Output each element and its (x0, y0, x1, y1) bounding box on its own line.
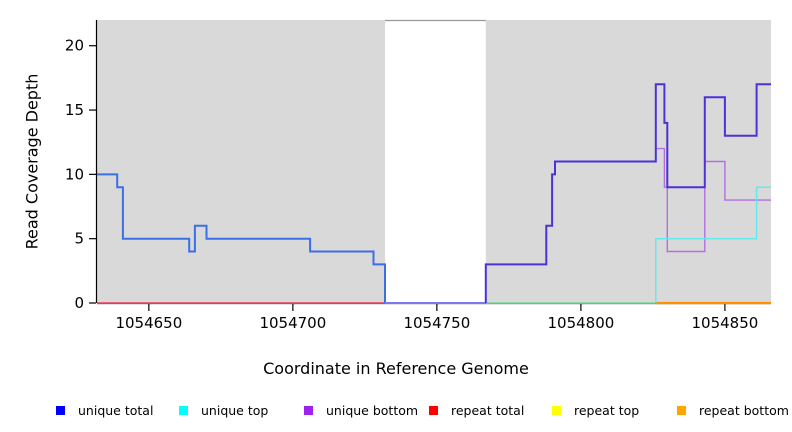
x-axis-title: Coordinate in Reference Genome (263, 359, 529, 378)
y-tick-label: 20 (65, 37, 84, 55)
legend-swatch-icon (179, 405, 188, 415)
unique-total-line-left (97, 173, 386, 303)
legend-label: repeat top (574, 402, 640, 418)
y-tick-label: 5 (74, 230, 84, 248)
legend-label: unique total (78, 402, 154, 418)
legend-swatch-icon (56, 405, 65, 415)
unique-top-line (655, 186, 771, 303)
unique-bottom-line (655, 147, 771, 253)
y-tick-label: 0 (74, 294, 84, 312)
x-tick-label: 1054750 (403, 314, 470, 332)
y-axis-title: Read Coverage Depth (22, 73, 42, 250)
legend-label: repeat total (451, 402, 525, 418)
y-tick-label: 15 (65, 101, 84, 119)
legend-item-unique-bottom: unique bottom (304, 401, 418, 419)
legend-item-repeat-bottom: repeat bottom (677, 401, 789, 419)
legend-swatch-icon (429, 405, 438, 415)
unique-total-line-right (484, 83, 771, 303)
legend-swatch-icon (677, 405, 686, 415)
legend-swatch-icon (552, 405, 561, 415)
legend-label: unique top (201, 402, 269, 418)
legend-item-repeat-total: repeat total (429, 401, 524, 419)
legend-label: repeat bottom (699, 402, 789, 418)
y-tick-label: 10 (65, 165, 84, 183)
legend-label: unique bottom (326, 402, 419, 418)
legend-swatch-icon (304, 405, 313, 415)
x-tick-label: 1054850 (692, 314, 759, 332)
legend-item-unique-top: unique top (179, 401, 268, 419)
masked-region (385, 20, 486, 303)
x-tick-label: 1054650 (115, 314, 182, 332)
legend: unique total unique top unique bottom repea… (0, 401, 792, 421)
legend-item-repeat-top: repeat top (552, 401, 639, 419)
legend-item-unique-total: unique total (56, 401, 153, 419)
x-tick-label: 1054800 (547, 314, 614, 332)
x-tick-label: 1054700 (259, 314, 326, 332)
